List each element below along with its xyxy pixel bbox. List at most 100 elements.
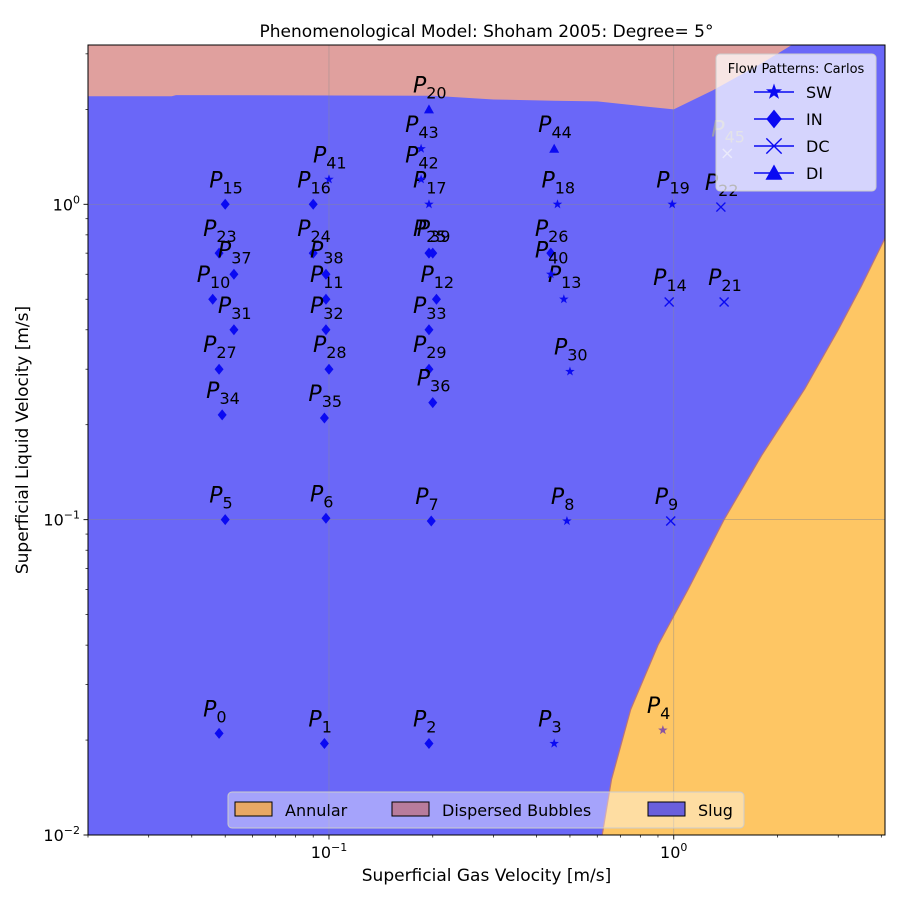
marker-diamond bbox=[319, 412, 329, 424]
marker-x-stroke bbox=[715, 202, 726, 213]
legend-regions-frame bbox=[227, 791, 745, 829]
marker-diamond bbox=[214, 363, 224, 375]
point-label: P0 bbox=[203, 697, 226, 726]
point-label: P9 bbox=[655, 485, 678, 514]
legend-flow-patterns: Flow Patterns: Carlos SW IN DC DI bbox=[715, 53, 877, 192]
marker-triangle bbox=[423, 104, 434, 114]
data-point-15: P15 bbox=[209, 168, 243, 210]
point-label: P12 bbox=[420, 263, 454, 292]
data-point-16: P16 bbox=[297, 168, 331, 210]
marker-x-stroke bbox=[665, 516, 676, 527]
point-label: P42 bbox=[405, 143, 439, 172]
data-point-11: P11 bbox=[310, 263, 344, 305]
point-label: P31 bbox=[218, 294, 252, 323]
marker-star bbox=[416, 174, 426, 184]
x-tick-label: 10−1 bbox=[311, 841, 348, 862]
marker-x bbox=[665, 516, 676, 527]
point-label: P26 bbox=[535, 217, 569, 246]
y-tick-label: 10−1 bbox=[43, 509, 80, 530]
point-label: P10 bbox=[197, 263, 231, 292]
marker-star bbox=[424, 199, 434, 209]
marker-x-stroke bbox=[664, 297, 675, 307]
point-label: P18 bbox=[541, 168, 575, 197]
data-point-10: P10 bbox=[197, 263, 231, 305]
point-label: P15 bbox=[209, 168, 243, 197]
marker-x bbox=[765, 137, 783, 155]
marker-star bbox=[562, 516, 572, 526]
data-point-40: P40 bbox=[535, 238, 569, 279]
legend-label: IN bbox=[806, 110, 823, 129]
point-label: P36 bbox=[417, 367, 451, 396]
marker-diamond bbox=[321, 293, 331, 305]
data-point-5: P5 bbox=[209, 484, 233, 526]
marker-diamond bbox=[324, 363, 334, 375]
marker-diamond bbox=[321, 324, 331, 336]
marker-star bbox=[416, 143, 426, 153]
marker-diamond bbox=[319, 738, 329, 750]
x-axis-label: Superficial Gas Velocity [m/s] bbox=[362, 866, 611, 886]
legend-region-entry: Annular bbox=[234, 801, 348, 820]
data-point-14: P14 bbox=[653, 266, 687, 307]
point-label: P28 bbox=[313, 333, 347, 362]
point-label: P2 bbox=[413, 708, 436, 737]
point-label: P32 bbox=[310, 294, 344, 323]
marker-x-stroke bbox=[765, 137, 783, 155]
legend-region-label: Annular bbox=[285, 801, 348, 820]
point-label: P13 bbox=[548, 263, 582, 292]
point-label: P43 bbox=[405, 113, 439, 142]
point-label: P44 bbox=[538, 113, 572, 142]
marker-diamond bbox=[308, 198, 318, 210]
chart-title: Phenomenological Model: Shoham 2005: Deg… bbox=[260, 22, 714, 42]
legend-frame bbox=[715, 53, 877, 192]
legend-region-swatch bbox=[391, 801, 430, 817]
point-label: P30 bbox=[554, 335, 588, 364]
data-point-18: P18 bbox=[541, 168, 575, 209]
y-axis-label: Superficial Liquid Velocity [m/s] bbox=[13, 306, 33, 574]
marker-diamond bbox=[424, 738, 434, 750]
marker-diamond bbox=[217, 409, 227, 421]
y-tick-label: 100 bbox=[53, 193, 80, 214]
data-point-32: P32 bbox=[310, 294, 344, 336]
point-label: P4 bbox=[647, 694, 670, 723]
data-point-21: P21 bbox=[708, 266, 742, 307]
marker-star bbox=[324, 174, 334, 184]
data-point-28: P28 bbox=[313, 333, 347, 375]
point-label: P33 bbox=[413, 294, 447, 323]
marker-diamond bbox=[229, 324, 239, 336]
data-point-41: P41 bbox=[313, 143, 347, 184]
data-point-0: P0 bbox=[203, 697, 227, 739]
legend-entry-sw: SW bbox=[754, 83, 832, 102]
point-label: P38 bbox=[310, 238, 344, 267]
plot-frame bbox=[87, 44, 886, 836]
marker-diamond bbox=[308, 247, 318, 259]
marker-diamond bbox=[424, 324, 434, 336]
point-label: P6 bbox=[310, 482, 333, 511]
data-point-36: P36 bbox=[417, 367, 451, 409]
marker-diamond bbox=[546, 247, 556, 259]
point-label: P8 bbox=[551, 485, 574, 514]
data-point-31: P31 bbox=[218, 294, 252, 336]
data-point-4: P4 bbox=[647, 694, 670, 735]
marker-diamond bbox=[321, 512, 331, 524]
data-point-44: P44 bbox=[538, 113, 572, 153]
marker-diamond bbox=[766, 109, 782, 129]
legend-region-swatch bbox=[647, 801, 686, 817]
data-point-39: P39 bbox=[417, 217, 450, 259]
marker-x-stroke bbox=[719, 297, 730, 307]
legend-regions: Annular Dispersed Bubbles Slug bbox=[227, 791, 745, 829]
legend-entry-di: DI bbox=[754, 164, 823, 183]
marker-x bbox=[715, 202, 726, 213]
legend-label: SW bbox=[806, 83, 832, 102]
data-point-33: P33 bbox=[413, 294, 447, 336]
point-label: P40 bbox=[535, 238, 569, 267]
point-label: P14 bbox=[653, 266, 687, 295]
data-point-24: P24 bbox=[297, 217, 331, 259]
marker-star bbox=[565, 366, 575, 376]
marker-star bbox=[552, 199, 563, 209]
marker-diamond bbox=[229, 268, 239, 280]
point-label: P24 bbox=[297, 217, 331, 246]
marker-star bbox=[667, 199, 677, 209]
data-point-30: P30 bbox=[554, 335, 588, 376]
